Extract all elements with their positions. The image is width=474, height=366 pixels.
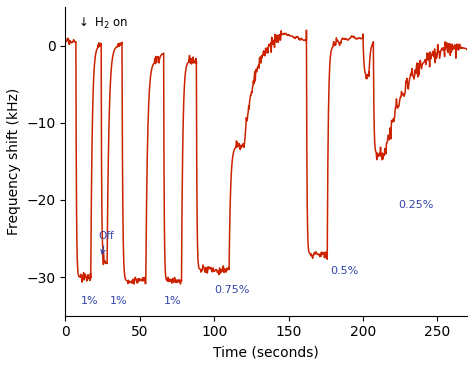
Text: 1%: 1% (110, 296, 128, 306)
X-axis label: Time (seconds): Time (seconds) (213, 345, 319, 359)
Text: Off: Off (98, 231, 114, 254)
Text: 1%: 1% (81, 296, 98, 306)
Text: 0.25%: 0.25% (399, 200, 434, 210)
Y-axis label: Frequency shift (kHz): Frequency shift (kHz) (7, 88, 21, 235)
Text: 1%: 1% (164, 296, 181, 306)
Text: 0.5%: 0.5% (330, 266, 358, 276)
Text: $\downarrow$ H$_2$ on: $\downarrow$ H$_2$ on (76, 16, 128, 31)
Text: 0.75%: 0.75% (214, 285, 250, 295)
